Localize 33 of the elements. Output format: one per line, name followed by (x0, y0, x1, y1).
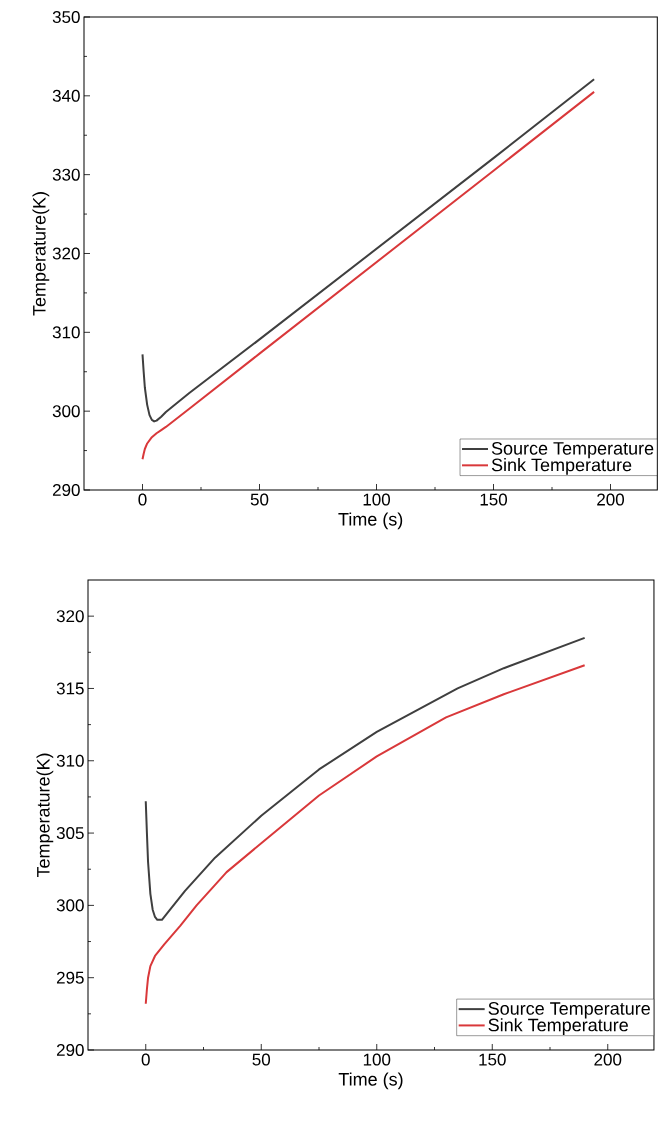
legend-label: Source Temperature (491, 441, 654, 459)
x-tick-label: 50 (252, 1053, 271, 1066)
x-tick-label: 50 (250, 493, 269, 506)
legend-label: Source Temperature (488, 1002, 650, 1019)
line-series (144, 636, 586, 921)
y-tick-label: 310 (52, 326, 80, 339)
x-tick-label: 0 (141, 1053, 150, 1066)
y-tick-label: 320 (56, 610, 84, 623)
y-tick-label: 350 (52, 10, 80, 24)
y-tick-label: 320 (52, 247, 80, 260)
x-tick-label: 100 (363, 493, 391, 506)
y-tick-label: 305 (56, 827, 84, 840)
x-axis-title: Time (s) (338, 1072, 403, 1090)
y-tick-label: 300 (52, 405, 80, 418)
x-tick-label: 0 (138, 493, 147, 506)
y-tick-label: 310 (56, 754, 84, 767)
y-axis-title: Temperature(K) (36, 753, 54, 878)
legend-label: Sink Temperature (488, 1018, 628, 1035)
y-tick-label: 290 (52, 483, 80, 497)
y-tick-label: 295 (56, 971, 84, 984)
x-axis-title: Time (s) (338, 512, 403, 530)
x-tick-label: 200 (597, 493, 625, 506)
y-axis-title: Temperature(K) (32, 192, 50, 316)
x-tick-label: 150 (480, 493, 508, 506)
legend-label: Sink Temperature (491, 458, 632, 475)
x-tick-label: 100 (363, 1053, 391, 1066)
y-tick-label: 330 (52, 168, 80, 181)
y-tick-label: 290 (56, 1043, 84, 1057)
y-tick-label: 340 (52, 89, 80, 102)
y-tick-label: 300 (56, 899, 84, 912)
x-tick-label: 150 (479, 1053, 506, 1066)
y-tick-label: 315 (56, 682, 84, 695)
x-tick-label: 200 (594, 1053, 622, 1066)
